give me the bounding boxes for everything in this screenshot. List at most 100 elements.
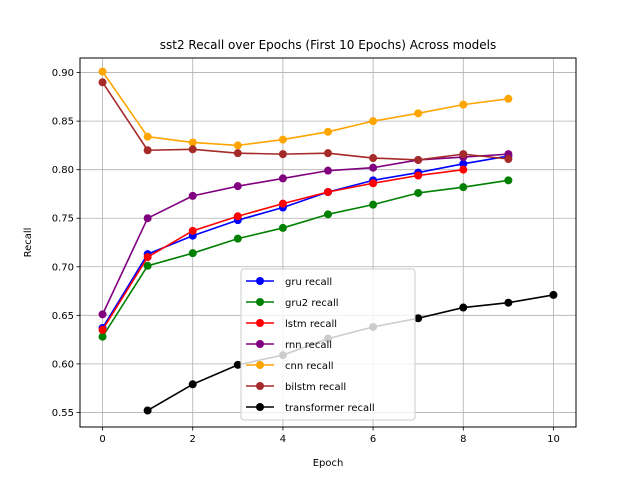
x-tick-label: 0 [99, 434, 105, 445]
data-point [233, 360, 242, 369]
y-tick-label: 0.65 [52, 311, 74, 322]
data-point [324, 210, 332, 219]
x-tick-label: 4 [280, 434, 286, 445]
series-line [101, 155, 509, 329]
data-point [143, 406, 152, 415]
x-tick-label: 2 [190, 434, 196, 445]
legend-label: lstm recall [285, 319, 337, 330]
data-point [233, 212, 242, 221]
legend-label: cnn recall [285, 361, 334, 372]
y-tick-label: 0.85 [52, 117, 74, 128]
data-point [324, 188, 332, 197]
data-point [504, 154, 513, 163]
y-axis-label: Recall [23, 228, 34, 258]
y-tick-label: 0.75 [52, 214, 74, 225]
legend-label: transformer recall [285, 403, 375, 414]
series-1 [98, 176, 513, 341]
data-point [414, 188, 423, 197]
data-point [143, 214, 152, 223]
ticks: 0 2 4 6 8 10 0.55 0.60 0.65 0.70 0.75 0.80 0.85 0.90 [52, 68, 560, 445]
legend-marker [256, 340, 264, 348]
y-tick-label: 0.80 [52, 165, 74, 176]
legend-marker [256, 319, 264, 327]
data-point [98, 325, 107, 334]
data-point [233, 149, 242, 158]
data-point [278, 135, 287, 144]
legend-marker [256, 277, 264, 285]
data-point [414, 155, 423, 164]
legend-label: gru2 recall [285, 298, 339, 309]
legend: gru recall gru2 recall lstm recall rnn reca… [240, 268, 416, 421]
data-point [233, 182, 242, 191]
x-tick-label: 8 [460, 434, 466, 445]
data-point [98, 310, 107, 319]
data-point [143, 261, 152, 270]
series-line [101, 81, 509, 161]
data-point [98, 78, 107, 87]
data-point [414, 171, 423, 180]
data-point [414, 314, 423, 323]
data-point [233, 141, 242, 150]
data-point [278, 150, 287, 159]
series-layer [98, 67, 558, 415]
data-point [188, 226, 197, 235]
x-tick-label: 10 [547, 434, 560, 445]
y-tick-label: 0.60 [52, 359, 74, 370]
data-point [188, 145, 197, 154]
data-point [459, 150, 468, 159]
data-point [188, 249, 197, 258]
data-point [504, 176, 513, 185]
data-point [98, 67, 107, 76]
data-point [369, 200, 378, 209]
data-point [459, 159, 468, 168]
data-point [459, 183, 468, 192]
chart-title: sst2 Recall over Epochs (First 10 Epochs… [160, 38, 497, 52]
legend-label: rnn recall [285, 340, 332, 351]
y-tick-label: 0.55 [52, 408, 74, 419]
data-point [278, 199, 287, 208]
data-point [278, 223, 287, 232]
data-point [188, 191, 197, 200]
data-point [143, 253, 152, 262]
data-point [504, 298, 513, 307]
y-tick-label: 0.90 [52, 68, 74, 79]
data-point [98, 332, 107, 341]
series-4 [98, 67, 513, 150]
legend-marker [256, 403, 264, 411]
data-point [143, 146, 152, 155]
legend-box [240, 268, 416, 421]
series-line [101, 71, 509, 147]
data-point [459, 165, 468, 174]
legend-label: bilstm recall [285, 382, 346, 393]
data-point [369, 163, 378, 172]
data-point [278, 174, 287, 183]
data-point [369, 117, 378, 126]
legend-marker [256, 361, 264, 369]
data-point [459, 303, 468, 312]
data-point [459, 100, 468, 109]
data-point [369, 179, 378, 188]
data-point [324, 149, 332, 158]
data-point [324, 166, 332, 175]
data-point [549, 290, 558, 299]
series-line [101, 179, 509, 338]
data-point [233, 234, 242, 243]
y-tick-label: 0.70 [52, 262, 74, 273]
legend-label: gru recall [285, 277, 332, 288]
data-point [188, 380, 197, 389]
data-point [369, 154, 378, 163]
data-point [188, 138, 197, 147]
plot-frame [79, 57, 577, 428]
x-tick-label: 6 [370, 434, 376, 445]
series-line [101, 153, 509, 315]
series-2 [98, 165, 468, 334]
series-5 [98, 78, 513, 164]
data-point [504, 94, 513, 103]
x-axis-label: Epoch [313, 458, 344, 469]
legend-marker [256, 382, 264, 390]
legend-marker [256, 298, 264, 306]
data-point [143, 132, 152, 141]
data-point [414, 109, 423, 118]
data-point [324, 127, 332, 136]
